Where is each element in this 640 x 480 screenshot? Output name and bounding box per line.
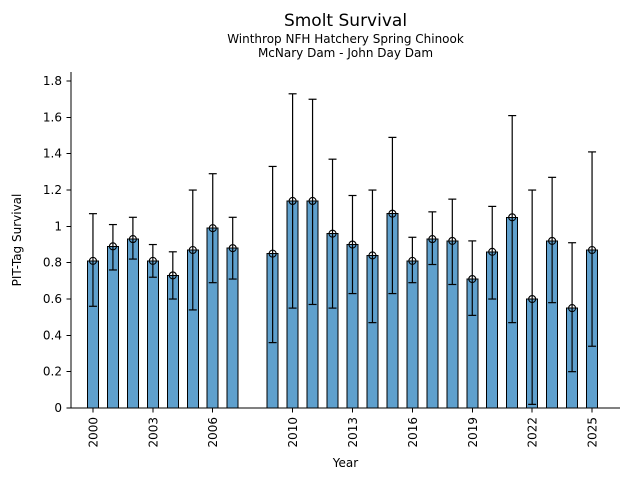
- x-tick-label: 2025: [586, 417, 600, 448]
- marker-2007: [228, 244, 237, 253]
- marker-2021: [508, 213, 517, 222]
- y-axis-label: PIT-Tag Survival: [10, 193, 24, 287]
- x-tick-label: 2013: [346, 417, 360, 448]
- marker-2010: [288, 196, 297, 206]
- y-tick-label: 0.6: [43, 292, 62, 306]
- marker-2020: [488, 247, 497, 256]
- marker-2018: [448, 236, 457, 245]
- marker-2004: [168, 271, 177, 280]
- marker-2002: [128, 235, 137, 244]
- marker-2019: [468, 274, 477, 284]
- x-tick-label: 2010: [286, 417, 300, 448]
- marker-2025: [588, 245, 597, 255]
- x-tick-label: 2016: [406, 417, 420, 448]
- marker-2011: [308, 196, 317, 206]
- y-tick-label: 0: [54, 401, 62, 415]
- marker-2017: [428, 235, 437, 244]
- bar-2003: [146, 260, 159, 409]
- y-tick-label: 0.2: [43, 365, 62, 379]
- marker-2006: [208, 224, 217, 233]
- y-tick-label: 1.4: [43, 147, 62, 161]
- marker-2015: [388, 209, 397, 218]
- marker-2000: [88, 256, 98, 265]
- y-tick-label: 1.6: [43, 110, 62, 124]
- y-tick-label: 0.4: [43, 328, 62, 342]
- chart-subtitle-line2: McNary Dam - John Day Dam: [257, 46, 434, 60]
- marker-2016: [408, 256, 417, 265]
- marker-2022: [528, 294, 537, 304]
- marker-2024: [568, 304, 577, 313]
- marker-2012: [328, 229, 337, 238]
- chart-subtitle-line1: Winthrop NFH Hatchery Spring Chinook: [227, 32, 464, 46]
- x-tick-label: 2000: [86, 417, 100, 448]
- marker-2013: [348, 240, 357, 249]
- y-tick-label: 1: [54, 219, 62, 233]
- marker-2003: [148, 256, 157, 265]
- marker-2009: [268, 249, 277, 258]
- x-tick-label: 2006: [206, 417, 220, 448]
- y-tick-label: 1.2: [43, 183, 62, 197]
- marker-2001: [108, 242, 117, 251]
- x-axis-label: Year: [332, 456, 359, 470]
- y-tick-label: 1.8: [43, 74, 62, 88]
- bar-2002: [126, 238, 139, 409]
- marker-2023: [548, 236, 557, 245]
- x-tick-label: 2019: [466, 417, 480, 448]
- chart-title: Smolt Survival: [283, 11, 408, 31]
- x-tick-label: 2022: [526, 417, 540, 448]
- bar-2001: [106, 245, 119, 409]
- y-tick-label: 0.8: [43, 256, 62, 270]
- marker-2005: [188, 245, 197, 255]
- x-tick-label: 2003: [146, 417, 160, 448]
- marker-2014: [368, 251, 377, 260]
